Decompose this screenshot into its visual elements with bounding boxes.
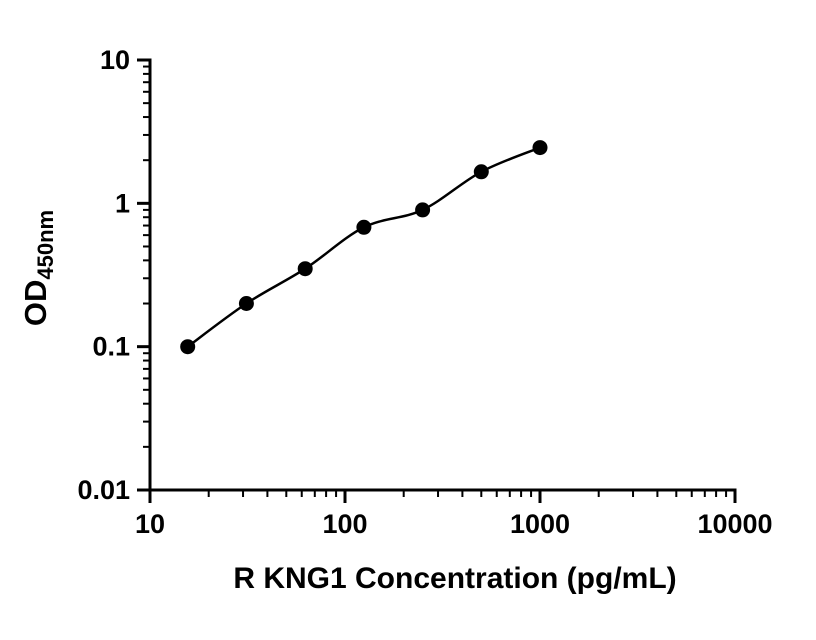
tick-labels: 10 100 1000 10000 10 1 0.1 0.01 — [77, 45, 772, 539]
y-tick-label: 0.01 — [77, 475, 130, 505]
svg-text:OD450nm: OD450nm — [18, 210, 58, 326]
x-tick-label: 100 — [322, 509, 367, 539]
axis-ticks — [137, 58, 737, 503]
x-tick-label: 1000 — [510, 509, 570, 539]
data-point — [238, 296, 254, 311]
data-point — [180, 339, 196, 355]
data-point — [415, 202, 431, 218]
y-tick-label: 0.1 — [92, 332, 130, 362]
y-tick-label: 10 — [100, 45, 130, 75]
y-axis-title-subscript: 450nm — [33, 210, 58, 280]
fit-curve — [186, 146, 541, 348]
standard-curve-line — [186, 146, 541, 348]
data-point — [473, 164, 489, 180]
axes — [148, 58, 737, 492]
axis-lines — [148, 58, 737, 492]
y-tick-label: 1 — [115, 188, 130, 218]
y-axis-title-main: OD — [18, 280, 53, 327]
x-tick-label: 10 — [135, 509, 165, 539]
data-point — [532, 140, 548, 156]
data-points — [180, 140, 548, 355]
data-point — [356, 219, 372, 235]
y-axis-title: OD450nm — [18, 210, 58, 326]
x-axis-title: R KNG1 Concentration (pg/mL) — [233, 562, 676, 595]
data-point — [297, 261, 313, 277]
x-tick-label: 10000 — [697, 509, 772, 539]
